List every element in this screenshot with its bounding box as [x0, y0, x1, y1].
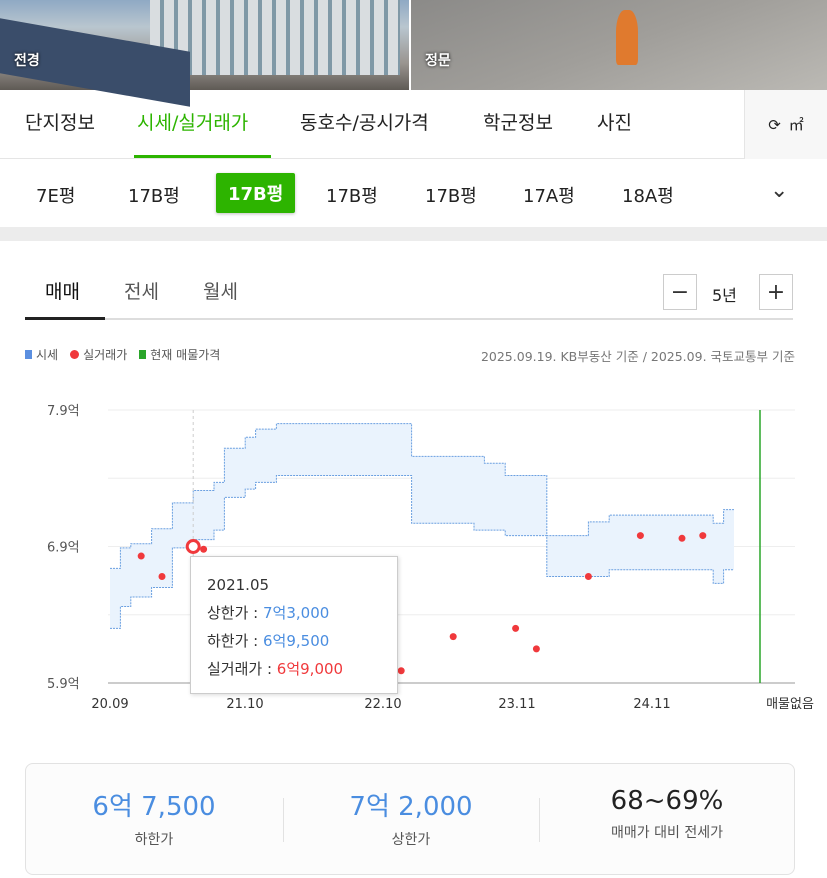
unit-toggle-button[interactable]: ⟳ ㎡ [744, 90, 827, 159]
tab-jeonse[interactable]: 전세 [124, 281, 159, 303]
divider [539, 798, 540, 842]
x-tick-label: 22.10 [364, 697, 401, 712]
actual-trade-point-highlighted [185, 539, 201, 554]
x-tick-label: 24.11 [633, 697, 670, 712]
size-option[interactable]: 17B평 [326, 186, 378, 207]
x-tick-label: 21.10 [226, 697, 263, 712]
market-upper-line [110, 423, 734, 569]
x-tick-label: 매물없음 [766, 697, 814, 712]
x-tick-label: 20.09 [91, 697, 128, 712]
price-summary: 6억 7,500 하한가 7억 2,000 상한가 68~69% 매매가 대비 전세가 [25, 763, 795, 875]
chart-legend: 시세 실거래가 현재 매물가격 [25, 346, 220, 363]
photo-label: 전경 [14, 53, 40, 69]
section-divider [0, 227, 827, 241]
tooltip-upper: 상한가 : 7억3,000 [207, 604, 330, 622]
actual-trade-point [397, 667, 405, 675]
photo-gate[interactable]: 정문 [411, 0, 827, 90]
y-tick-label: 6.9억 [47, 541, 80, 556]
actual-trade-point [699, 532, 707, 540]
actual-trade-point [678, 534, 686, 542]
tab-sale[interactable]: 매매 [45, 281, 80, 303]
refresh-icon: ⟳ [768, 115, 781, 134]
actual-trade-point [512, 624, 520, 632]
market-lower-line [110, 475, 734, 629]
period-decrease-button[interactable]: − [663, 274, 697, 310]
legend-market: 시세 [25, 346, 58, 363]
data-basis-note: 2025.09.19. KB부동산 기준 / 2025.09. 국토교통부 기준 [480, 349, 795, 364]
chevron-down-icon[interactable]: ⌄ [770, 178, 789, 203]
tooltip-date: 2021.05 [207, 576, 270, 594]
summary-upper: 7억 2,000 상한가 [349, 792, 473, 848]
x-tick-label: 23.11 [498, 697, 535, 712]
size-option[interactable]: 17B평 [425, 186, 477, 207]
legend-actual: 실거래가 [70, 346, 127, 363]
building-image [150, 0, 400, 75]
period-value: 5년 [712, 286, 737, 305]
actual-trade-point [636, 532, 644, 540]
tab-unit-price[interactable]: 동호수/공시가격 [300, 112, 429, 134]
photo-exterior[interactable]: 전경 [0, 0, 409, 107]
active-tab-underline [25, 317, 105, 320]
tooltip-lower: 하한가 : 6억9,500 [207, 632, 330, 650]
tab-school[interactable]: 학군정보 [483, 112, 553, 134]
actual-trade-point [449, 633, 457, 641]
tab-photos[interactable]: 사진 [597, 112, 632, 134]
actual-trade-point [532, 645, 540, 653]
summary-lower: 6억 7,500 하한가 [92, 792, 216, 848]
tab-complex-info[interactable]: 단지정보 [25, 112, 95, 134]
chart-tooltip: 2021.05 상한가 : 7억3,000 하한가 : 6억9,500 실거래가… [190, 556, 398, 694]
tooltip-actual: 실거래가 : 6억9,000 [207, 660, 344, 678]
legend-listing: 현재 매물가격 [139, 346, 220, 363]
market-band-area [110, 423, 734, 629]
size-option[interactable]: 18A평 [622, 186, 674, 207]
cone-image [616, 10, 638, 65]
size-option[interactable]: 17B평 [128, 186, 180, 207]
tab-monthly-rent[interactable]: 월세 [203, 281, 238, 303]
unit-label: ㎡ [788, 116, 804, 134]
active-tab-underline [134, 155, 271, 158]
main-tabs: 단지정보 시세/실거래가 동호수/공시가격 학군정보 사진 [0, 90, 827, 159]
y-tick-label: 7.9억 [47, 404, 80, 419]
period-increase-button[interactable]: + [759, 274, 793, 310]
tab-price[interactable]: 시세/실거래가 [137, 112, 249, 134]
size-selector: 7E평 17B평 17B평 17B평 17B평 17A평 18A평 ⌄ [0, 160, 827, 227]
size-option-selected[interactable]: 17B평 [216, 173, 296, 213]
actual-trade-point [137, 552, 145, 560]
photo-label: 정문 [425, 53, 451, 69]
actual-trade-point [200, 545, 208, 553]
size-option[interactable]: 17A평 [523, 186, 575, 207]
actual-trade-point [158, 573, 166, 581]
divider [283, 798, 284, 842]
actual-trade-point [584, 573, 592, 581]
summary-ratio: 68~69% 매매가 대비 전세가 [610, 786, 724, 841]
tab-baseline [25, 318, 793, 320]
price-chart[interactable]: 7.9억 6.9억 5.9억 20.09 21.10 22.10 23.11 24.11 매물없… [0, 380, 827, 720]
size-option[interactable]: 7E평 [36, 186, 76, 207]
y-tick-label: 5.9억 [47, 677, 80, 692]
